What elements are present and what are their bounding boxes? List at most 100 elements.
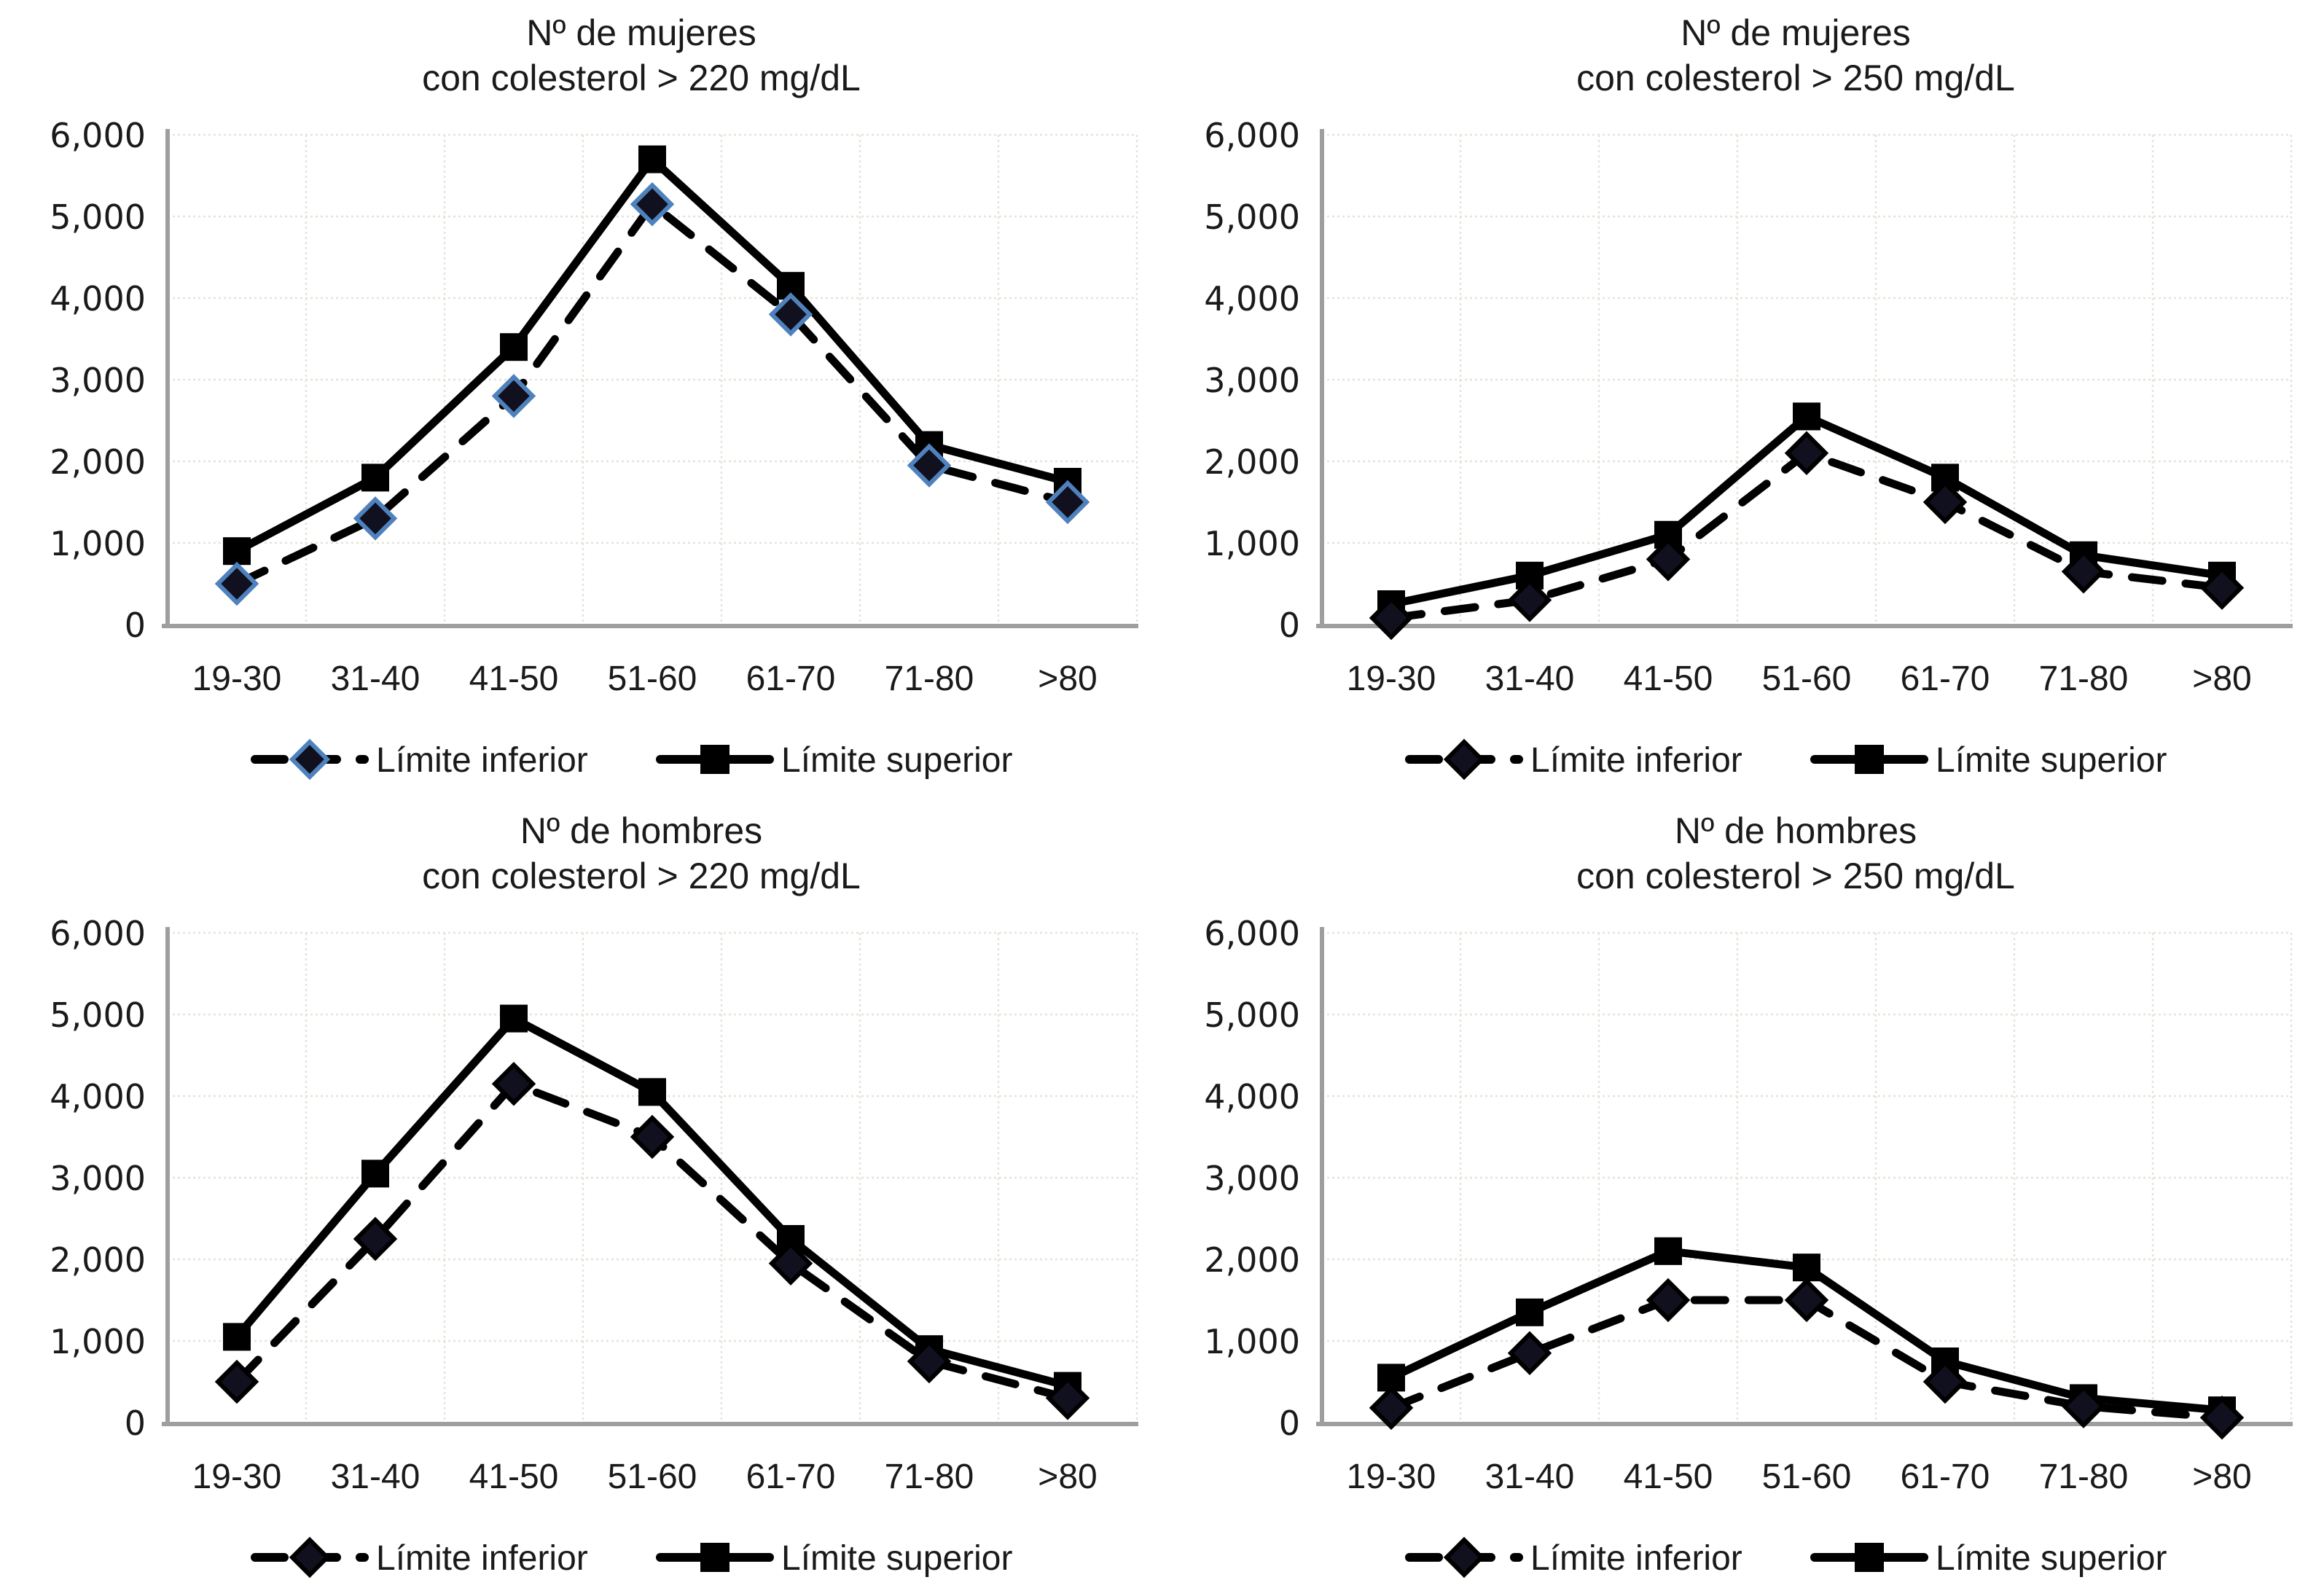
x-tick-label: 61-70	[746, 1458, 836, 1496]
y-tick-label: 1,000	[50, 1322, 146, 1361]
data-point-square-marker	[1654, 1237, 1682, 1265]
data-point-square-marker	[361, 463, 389, 492]
limite-inferior-line	[232, 200, 1072, 588]
data-point-diamond-marker	[1507, 1331, 1552, 1376]
y-tick-label: 0	[1278, 1404, 1299, 1443]
legend-square-marker-icon	[700, 745, 729, 774]
data-point-diamond-marker	[907, 443, 952, 488]
data-point-diamond-marker	[1922, 1359, 1967, 1404]
x-tick-label: 19-30	[192, 660, 282, 698]
legend-label-inferior: Límite inferior	[376, 1539, 588, 1578]
y-tick-label: 2,000	[50, 442, 146, 482]
y-tick-label: 2,000	[50, 1240, 146, 1280]
x-tick-label: 51-60	[608, 660, 697, 698]
data-point-square-marker	[500, 333, 528, 361]
legend-label-superior: Límite superior	[781, 741, 1012, 780]
y-tick-label: 6,000	[1204, 914, 1300, 953]
x-axis-tick-labels: 19-30 31-40 41-50 51-60 61-70 71-80 >80	[1346, 660, 2251, 698]
data-point-square-marker	[638, 145, 666, 173]
chart-title: Nº de mujeres con colesterol > 220 mg/dL	[422, 12, 861, 98]
y-tick-label: 3,000	[50, 1159, 146, 1198]
data-point-square-marker	[638, 1078, 666, 1106]
gridlines	[1321, 931, 2292, 1423]
data-point-diamond-marker	[214, 561, 259, 606]
x-axis-tick-labels: 19-30 31-40 41-50 51-60 61-70 71-80 >80	[192, 660, 1098, 698]
legend-item-superior: Límite superior	[1810, 1539, 2167, 1578]
data-point-diamond-marker	[353, 1216, 398, 1261]
y-tick-label: 2,000	[1204, 442, 1300, 482]
chart-title-line2: con colesterol > 250 mg/dL	[1576, 856, 2015, 896]
x-tick-label: 71-80	[2038, 1458, 2128, 1496]
chart-title-line2: con colesterol > 220 mg/dL	[422, 856, 861, 896]
data-point-diamond-marker	[907, 1339, 952, 1384]
data-point-diamond-marker	[1784, 1278, 1828, 1323]
legend-square-marker-icon	[1854, 745, 1884, 774]
data-point-diamond-marker	[1922, 480, 1967, 525]
x-axis-tick-labels: 19-30 31-40 41-50 51-60 61-70 71-80 >80	[192, 1458, 1098, 1496]
y-tick-label: 3,000	[50, 361, 146, 400]
data-point-square-marker	[223, 1323, 251, 1351]
chart-mujeres-220: Nº de mujeres con colesterol > 220 mg/dL 6…	[0, 0, 1154, 798]
y-tick-label: 0	[1278, 606, 1299, 645]
data-point-diamond-marker	[2061, 1384, 2105, 1428]
chart-title-line2: con colesterol > 250 mg/dL	[1576, 58, 2015, 98]
limite-superior-line	[232, 1014, 1072, 1390]
data-point-diamond-marker	[491, 374, 536, 418]
y-tick-label: 1,000	[50, 524, 146, 563]
data-point-diamond-marker	[2199, 566, 2244, 610]
chart-mujeres-250: Nº de mujeres con colesterol > 250 mg/dL 6…	[1154, 0, 2308, 798]
x-tick-label: 19-30	[1346, 660, 1436, 698]
legend-diamond-marker-icon	[289, 1536, 331, 1579]
chart-title-line2: con colesterol > 220 mg/dL	[422, 58, 861, 98]
y-tick-label: 6,000	[50, 116, 146, 155]
legend-label-inferior: Límite inferior	[1530, 1539, 1742, 1578]
data-point-diamond-marker	[1507, 578, 1552, 622]
data-point-diamond-marker	[768, 292, 813, 337]
x-tick-label: 41-50	[1623, 660, 1713, 698]
gridlines	[1321, 133, 2292, 625]
y-tick-label: 4,000	[50, 279, 146, 318]
x-tick-label: 51-60	[1761, 1458, 1851, 1496]
data-point-diamond-marker	[630, 1114, 675, 1159]
series-limite-superior	[1377, 1237, 2236, 1425]
data-point-diamond-marker	[491, 1061, 536, 1106]
x-tick-label: 31-40	[331, 660, 420, 698]
data-point-diamond-marker	[630, 181, 675, 227]
data-point-diamond-marker	[2061, 549, 2105, 594]
line-chart-svg: Nº de mujeres con colesterol > 250 mg/dL 6…	[1204, 12, 2293, 781]
y-axis-tick-labels: 6,000 5,000 4,000 3,000 2,000 1,000 0	[50, 116, 146, 645]
y-tick-label: 6,000	[50, 914, 146, 953]
series-limite-inferior	[1369, 1278, 2244, 1440]
chart-title-line1: Nº de hombres	[1674, 810, 1916, 851]
data-point-square-marker	[1792, 1253, 1820, 1282]
data-point-diamond-marker	[768, 1241, 813, 1286]
data-point-square-marker	[1515, 1298, 1544, 1326]
legend-label-inferior: Límite inferior	[1530, 741, 1742, 780]
y-axis-tick-labels: 6,000 5,000 4,000 3,000 2,000 1,000 0	[50, 914, 146, 1443]
x-tick-label: 31-40	[1484, 1458, 1574, 1496]
chart-title-line1: Nº de mujeres	[526, 12, 756, 53]
x-tick-label: 61-70	[746, 660, 836, 698]
y-tick-label: 3,000	[1204, 1159, 1300, 1198]
x-tick-label: 71-80	[2038, 660, 2128, 698]
y-tick-label: 0	[125, 1404, 146, 1443]
x-tick-label: >80	[2192, 1458, 2251, 1496]
x-tick-label: 61-70	[1900, 660, 1990, 698]
data-point-square-marker	[1792, 402, 1820, 431]
series-limite-inferior	[1369, 431, 2244, 641]
line-chart-svg: Nº de hombres con colesterol > 250 mg/dL 6…	[1204, 810, 2293, 1579]
x-tick-label: 31-40	[331, 1458, 420, 1496]
legend-item-superior: Límite superior	[656, 741, 1012, 780]
y-axis-tick-labels: 6,000 5,000 4,000 3,000 2,000 1,000 0	[1204, 914, 1300, 1443]
y-tick-label: 4,000	[1204, 279, 1300, 318]
data-point-square-marker	[361, 1159, 389, 1188]
legend-diamond-marker-icon	[289, 738, 331, 781]
chart-title-line1: Nº de mujeres	[1681, 12, 1911, 53]
x-tick-label: 19-30	[1346, 1458, 1436, 1496]
y-tick-label: 4,000	[50, 1077, 146, 1116]
y-axis-tick-labels: 6,000 5,000 4,000 3,000 2,000 1,000 0	[1204, 116, 1300, 645]
data-point-square-marker	[500, 1004, 528, 1033]
y-tick-label: 5,000	[1204, 197, 1300, 237]
y-tick-label: 5,000	[50, 197, 146, 237]
